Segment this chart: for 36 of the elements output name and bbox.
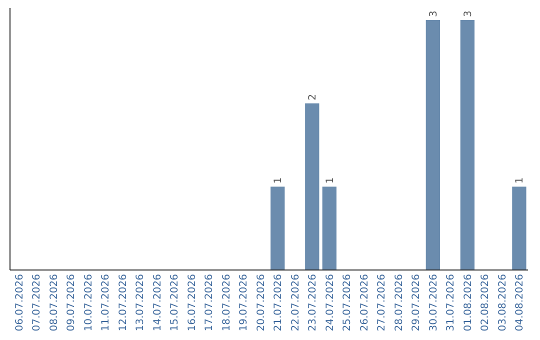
data-label: 2 (308, 94, 319, 100)
x-tick-label: 11.07.2026 (100, 274, 112, 332)
x-tick-label: 19.07.2026 (238, 274, 250, 332)
x-tick-label: 09.07.2026 (66, 274, 78, 332)
x-tick-label: 24.07.2026 (324, 274, 336, 332)
x-tick-label: 23.07.2026 (308, 274, 319, 332)
x-tick-label: 31.07.2026 (446, 274, 457, 332)
x-tick-label: 15.07.2026 (170, 274, 181, 332)
data-label: 3 (462, 10, 474, 17)
x-tick-label: 17.07.2026 (204, 274, 216, 332)
x-tick-label: 29.07.2026 (411, 274, 422, 332)
x-tick-label: 01.08.2026 (462, 274, 474, 332)
x-tick-label: 16.07.2026 (186, 274, 198, 332)
x-tick-label: 18.07.2026 (221, 274, 232, 332)
x-tick-label: 20.07.2026 (256, 274, 267, 332)
x-tick-label: 30.07.2026 (428, 274, 440, 332)
x-tick-label: 27.07.2026 (376, 274, 388, 332)
x-tick-label: 04.08.2026 (514, 274, 526, 332)
x-tick-label: 08.07.2026 (48, 274, 60, 332)
x-tick-label: 03.08.2026 (497, 274, 508, 332)
data-label: 1 (514, 177, 526, 184)
x-tick-label: 13.07.2026 (135, 274, 146, 332)
data-label: 1 (273, 177, 284, 184)
x-tick-label: 12.07.2026 (118, 274, 129, 332)
x-tick-label: 02.08.2026 (480, 274, 492, 332)
x-tick-label: 22.07.2026 (290, 274, 302, 332)
x-tick-label: 25.07.2026 (342, 274, 354, 332)
x-tick-label: 26.07.2026 (359, 274, 370, 332)
x-tick-label: 06.07.2026 (14, 274, 26, 332)
x-tick-label: 14.07.2026 (152, 274, 164, 332)
data-label: 1 (324, 177, 336, 184)
x-tick-label: 10.07.2026 (83, 274, 94, 332)
x-tick-label: 07.07.2026 (32, 274, 43, 332)
data-label: 3 (428, 10, 440, 17)
x-tick-label: 28.07.2026 (394, 274, 405, 332)
x-tick-label: 21.07.2026 (273, 274, 284, 332)
